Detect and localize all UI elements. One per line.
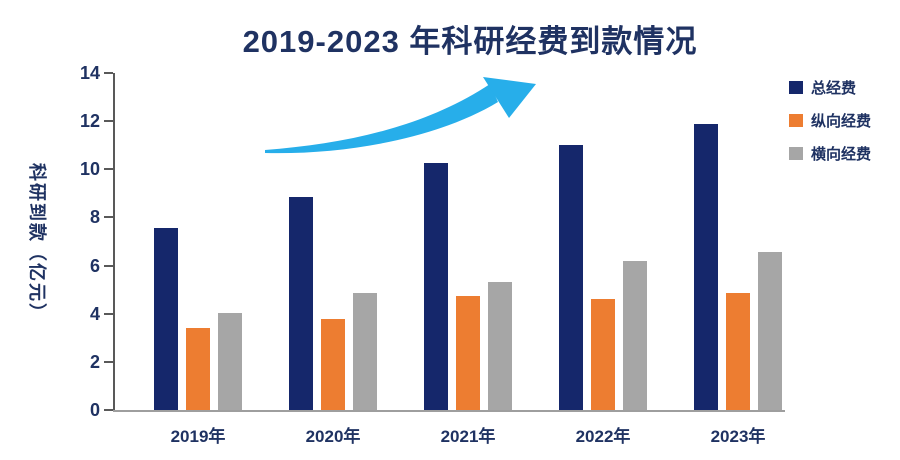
legend-swatch [789, 81, 803, 94]
y-tick-mark [104, 360, 113, 363]
legend: 总经费纵向经费横向经费 [789, 77, 871, 176]
bar-总经费 [289, 196, 313, 410]
bar-纵向经费 [591, 299, 615, 410]
growth-trend-arrow-icon [265, 77, 536, 154]
bar-横向经费 [758, 252, 782, 410]
arrow-head [483, 77, 536, 118]
legend-item: 横向经费 [789, 143, 871, 164]
bar-group [694, 73, 782, 410]
y-tick-label: 12 [79, 111, 100, 132]
bar-横向经费 [218, 312, 242, 410]
legend-label: 横向经费 [811, 146, 872, 163]
x-axis-label: 2022年 [575, 427, 631, 446]
y-tick-mark [104, 312, 113, 315]
y-tick-mark [104, 216, 113, 219]
bar-总经费 [559, 145, 583, 410]
bar-group [559, 73, 647, 410]
legend-label: 纵向经费 [811, 113, 872, 130]
x-axis-label: 2021年 [440, 427, 496, 446]
y-axis-title: 科研到款（亿元） [27, 163, 47, 323]
bar-纵向经费 [186, 328, 210, 410]
bar-横向经费 [353, 293, 377, 410]
y-tick-label: 2 [89, 351, 100, 372]
legend-item: 纵向经费 [789, 110, 871, 131]
bar-横向经费 [488, 282, 512, 410]
legend-label: 总经费 [811, 80, 857, 97]
x-axis-label: 2020年 [305, 427, 361, 446]
bar-group [424, 73, 512, 410]
y-tick-mark [104, 72, 113, 74]
legend-item: 总经费 [789, 77, 871, 98]
y-tick-label: 8 [89, 207, 100, 228]
plot-area: 0 2 4 6 8 10 12 14 2019年 2020年 2021年 2022年 2023年 [80, 63, 785, 446]
bar-横向经费 [623, 260, 647, 410]
bar-group [154, 73, 242, 410]
y-tick-label: 0 [89, 400, 100, 420]
y-tick-mark [104, 409, 113, 411]
y-tick-label: 10 [79, 159, 100, 180]
arrow-body [265, 84, 498, 154]
x-axis-label: 2019年 [170, 427, 226, 446]
x-axis-line [113, 410, 785, 412]
x-axis-label: 2023年 [710, 427, 766, 446]
bar-纵向经费 [321, 318, 345, 410]
y-tick-mark [104, 264, 113, 267]
legend-swatch [789, 114, 803, 127]
y-tick-label: 4 [89, 303, 100, 324]
bar-纵向经费 [456, 295, 480, 410]
y-tick-label: 14 [79, 63, 100, 83]
bar-总经费 [424, 163, 448, 410]
legend-swatch [789, 147, 803, 160]
bar-总经费 [694, 123, 718, 410]
y-tick-label: 6 [89, 255, 100, 276]
bar-group [289, 73, 377, 410]
y-tick-mark [104, 120, 113, 123]
bar-纵向经费 [726, 293, 750, 410]
bar-总经费 [154, 228, 178, 410]
y-tick-mark [104, 168, 113, 171]
chart-title: 2019-2023 年科研经费到款情况 [242, 24, 698, 59]
